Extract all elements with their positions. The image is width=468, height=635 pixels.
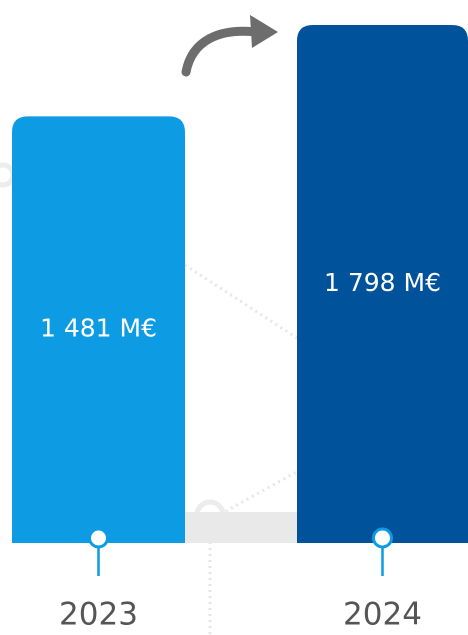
bars: 1 481 M€ 2023 1 798 M€ 2024 bbox=[12, 25, 468, 633]
bar bbox=[297, 25, 468, 543]
category-label: 2023 bbox=[59, 597, 138, 633]
category-label: 2024 bbox=[343, 597, 422, 633]
marker-dot bbox=[372, 527, 393, 549]
bar bbox=[12, 116, 185, 543]
decor-circle bbox=[0, 162, 16, 188]
decor-line bbox=[209, 468, 301, 522]
value-label: 1 481 M€ bbox=[40, 314, 157, 343]
growth-arrow-head bbox=[250, 15, 278, 48]
decor-line bbox=[184, 263, 301, 342]
value-label: 1 798 M€ bbox=[324, 268, 441, 297]
marker-dot bbox=[88, 527, 109, 549]
growth-arrow bbox=[181, 26, 261, 77]
